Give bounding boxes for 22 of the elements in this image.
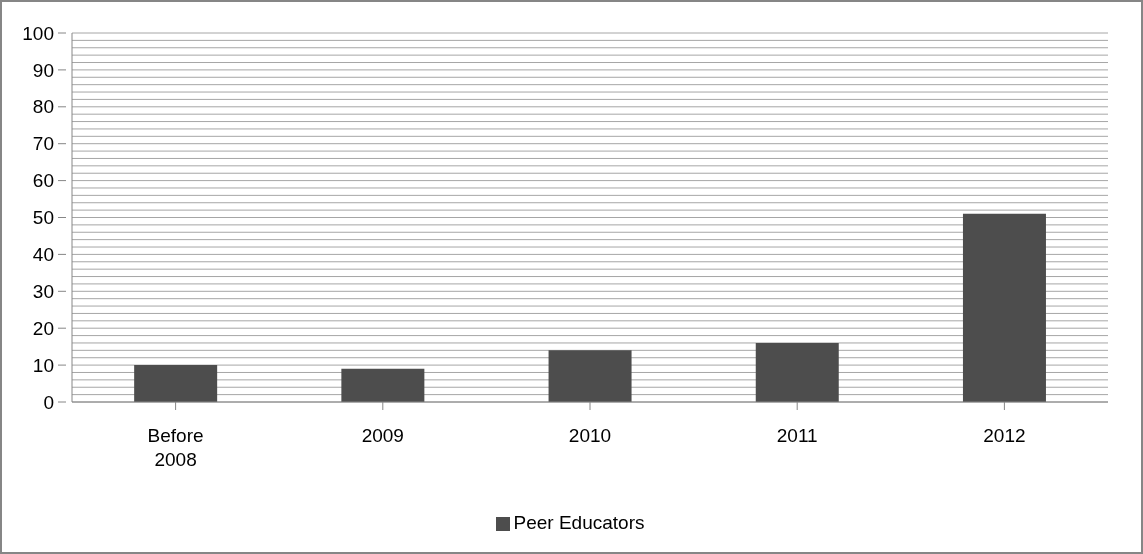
y-tick-label: 20 (32, 317, 54, 339)
y-tick-label: 50 (32, 207, 54, 229)
y-tick-label: 0 (43, 391, 54, 413)
legend-label: Peer Educators (513, 512, 645, 533)
y-tick-label: 100 (22, 22, 54, 44)
y-tick-label: 60 (32, 170, 54, 192)
x-tick-label: 2010 (568, 425, 612, 446)
y-tick-label: 90 (32, 59, 54, 81)
y-tick-label: 80 (32, 96, 54, 118)
bar (755, 342, 839, 402)
x-tick-label: 2011 (776, 425, 818, 446)
bar (548, 350, 632, 402)
x-tick-label: Before 2008 (147, 425, 204, 470)
y-tick-label: 70 (32, 133, 54, 155)
x-tick-label: 2012 (983, 425, 1026, 446)
x-tick-label: 2009 (361, 425, 404, 446)
bar (134, 365, 218, 402)
bar (341, 368, 425, 402)
y-tick-label: 40 (32, 244, 54, 266)
y-tick-label: 30 (32, 280, 54, 302)
y-tick-label: 10 (32, 354, 54, 376)
bar (962, 213, 1046, 402)
